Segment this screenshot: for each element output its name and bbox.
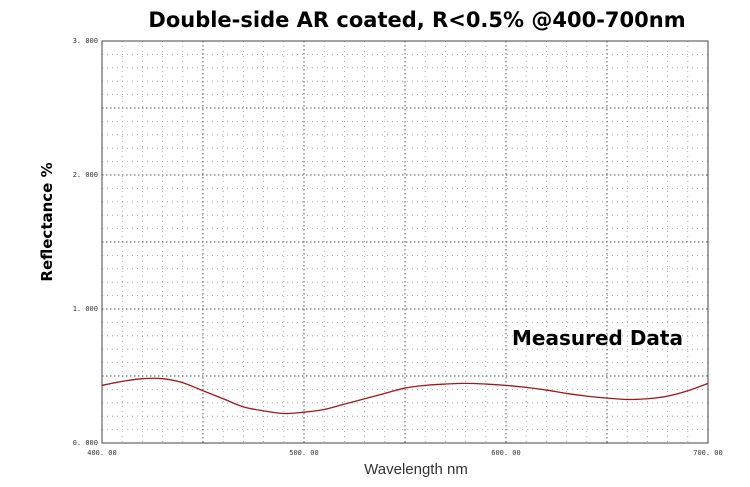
chart-title: Double-side AR coated, R<0.5% @400-700nm [148,8,685,32]
measured-data-annotation: Measured Data [512,326,683,350]
y-tick-label: 1. 000 [73,305,98,313]
series-group [101,377,709,415]
y-axis-label: Reflectance % [38,162,56,281]
x-tick-label: 500. 00 [289,449,319,457]
x-axis-label: Wavelength nm [364,461,468,478]
y-tick-labels: 0. 000 1. 000 2. 000 3. 000 [73,37,98,447]
reflectance-line [101,377,709,415]
x-tick-labels: 400. 00 500. 00 600. 00 700. 00 [87,449,723,457]
major-grid [102,41,708,443]
x-tick-label: 400. 00 [87,449,117,457]
plot-frame [101,40,709,444]
y-tick-label: 0. 000 [73,439,98,447]
x-tick-label: 700. 00 [693,449,723,457]
x-tick-label: 600. 00 [491,449,521,457]
y-tick-label: 3. 000 [73,37,98,45]
y-tick-label: 2. 000 [73,171,98,179]
